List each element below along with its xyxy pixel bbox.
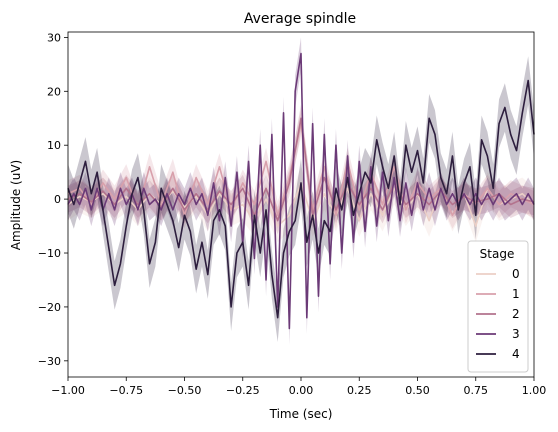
y-axis: −30 −20 −10 0 10 20 30 bbox=[38, 31, 68, 368]
legend-label-stage-0: 0 bbox=[512, 267, 520, 281]
y-tick-label: 30 bbox=[47, 31, 61, 44]
y-axis-label: Amplitude (uV) bbox=[9, 160, 23, 251]
band-stage-4 bbox=[68, 56, 534, 342]
y-tick-label: −30 bbox=[38, 355, 61, 368]
x-tick-label: −1.00 bbox=[51, 384, 85, 397]
series-line-stage-4 bbox=[67, 79, 535, 319]
series-line-stage-3 bbox=[67, 52, 535, 330]
x-tick-label: 0.00 bbox=[289, 384, 314, 397]
x-axis: −1.00 −0.75 −0.50 −0.25 0.00 0.25 0.50 0.75 1.00 bbox=[51, 377, 546, 397]
band-stage-1 bbox=[68, 110, 534, 229]
x-tick-label: 0.75 bbox=[464, 384, 489, 397]
legend-label-stage-1: 1 bbox=[512, 287, 520, 301]
band-stage-2 bbox=[68, 104, 534, 235]
x-tick-label: −0.25 bbox=[226, 384, 260, 397]
x-axis-label: Time (sec) bbox=[269, 407, 333, 421]
y-tick-label: 20 bbox=[47, 85, 61, 98]
y-tick-label: 0 bbox=[54, 193, 61, 206]
x-tick-label: 0.50 bbox=[405, 384, 430, 397]
legend: Stage 0 1 2 3 4 bbox=[467, 240, 529, 373]
x-tick-label: 0.25 bbox=[347, 384, 372, 397]
legend-title: Stage bbox=[480, 247, 515, 261]
chart-title: Average spindle bbox=[244, 11, 356, 27]
legend-label-stage-2: 2 bbox=[512, 307, 520, 321]
x-tick-label: −0.50 bbox=[168, 384, 202, 397]
y-tick-label: −20 bbox=[38, 301, 61, 314]
legend-label-stage-3: 3 bbox=[512, 327, 520, 341]
y-tick-label: −10 bbox=[38, 247, 61, 260]
legend-label-stage-4: 4 bbox=[512, 347, 520, 361]
x-tick-label: 1.00 bbox=[522, 384, 547, 397]
y-tick-label: 10 bbox=[47, 139, 61, 152]
series-lines bbox=[67, 52, 535, 330]
x-tick-label: −0.75 bbox=[109, 384, 143, 397]
